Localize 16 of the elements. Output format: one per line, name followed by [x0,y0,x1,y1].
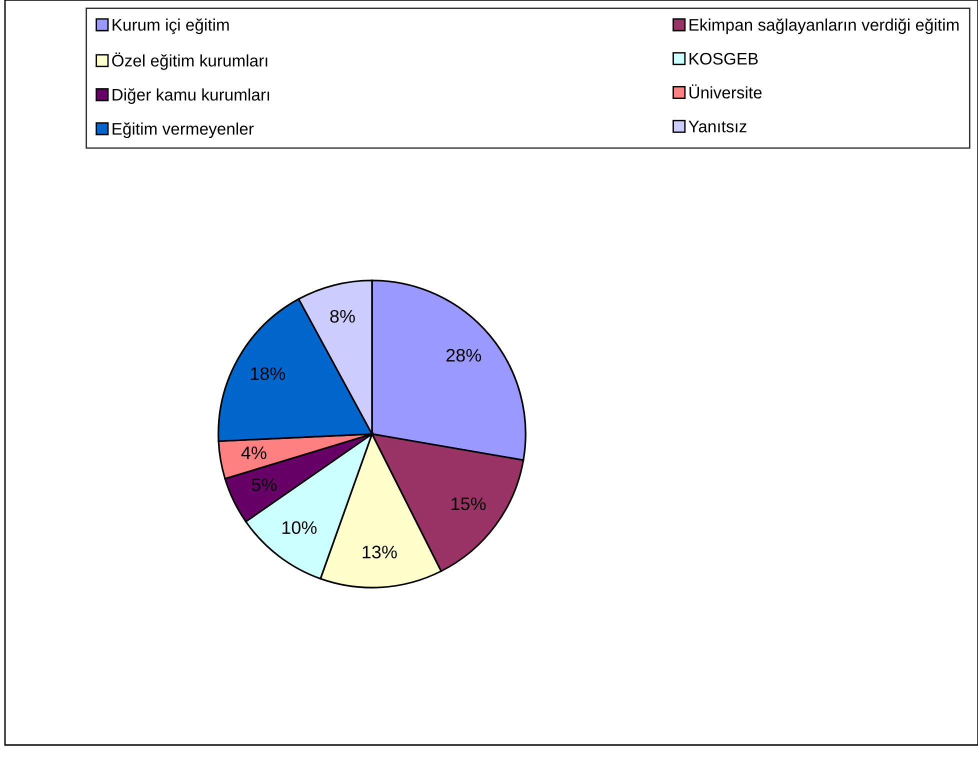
data-label: 15% [452,497,486,510]
legend-label: Diğer kamu kurumları [112,88,270,104]
data-label: 8% [330,310,355,323]
legend-label: KOSGEB [690,52,758,65]
legend-label: Eğitim vermeyenler [112,122,254,138]
data-label: 10% [282,521,317,534]
data-label: 18% [250,367,286,380]
data-label: 28% [446,348,482,362]
legend-label: Yanıtsız [688,120,746,132]
legend-label: Ekimpan sağlayanların verdiği eğitim [690,18,959,34]
legend-label: Kurum içi eğitim [112,18,229,34]
legend-label: Üniversite [690,84,762,99]
legend-label: Özel eğitim kurumları [112,52,268,70]
data-label: 5% [252,478,277,492]
data-label: 4% [241,446,266,460]
data-label: 13% [362,546,397,558]
